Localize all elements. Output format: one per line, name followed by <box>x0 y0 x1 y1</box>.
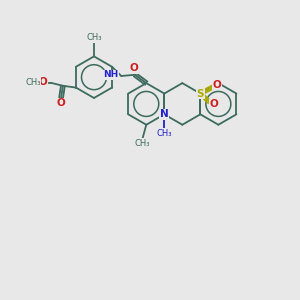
Text: O: O <box>213 80 222 90</box>
Text: O: O <box>57 98 65 108</box>
Text: CH₃: CH₃ <box>135 139 151 148</box>
Text: CH₃: CH₃ <box>86 33 102 42</box>
Text: O: O <box>129 63 138 73</box>
Text: N: N <box>160 109 169 119</box>
Text: NH: NH <box>103 70 118 79</box>
Text: S: S <box>196 88 204 98</box>
Text: CH₃: CH₃ <box>26 78 41 87</box>
Text: O: O <box>209 99 218 109</box>
Text: CH₃: CH₃ <box>157 129 172 138</box>
Text: O: O <box>39 77 47 87</box>
